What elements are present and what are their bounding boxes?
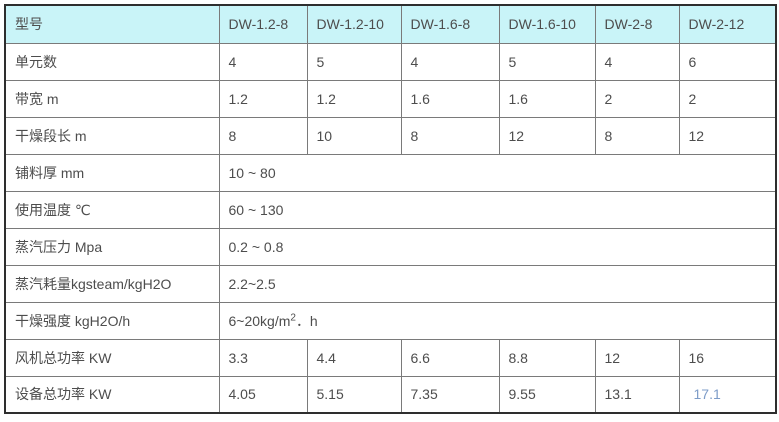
value-cell: 7.35 — [400, 375, 500, 414]
value-cell: 6.6 — [400, 338, 500, 377]
row-label: 设备总功率 KW — [4, 375, 220, 414]
table-row-unit-count: 单元数 4 5 4 5 4 6 — [4, 42, 777, 81]
header-model-cell: DW-1.2-10 — [306, 4, 402, 44]
value-cell: 8 — [218, 116, 308, 155]
value-cell-highlighted: 17.1 — [678, 375, 777, 414]
value-cell: 16 — [678, 338, 777, 377]
value-cell: 1.6 — [400, 79, 500, 118]
value-cell: 3.3 — [218, 338, 308, 377]
value-cell: 5 — [498, 42, 596, 81]
value-cell: 8 — [400, 116, 500, 155]
dryer-spec-table: 型号 DW-1.2-8 DW-1.2-10 DW-1.6-8 DW-1.6-10… — [4, 4, 777, 414]
drying-intensity-prefix: 6~20kg/m — [228, 312, 291, 329]
row-label: 单元数 — [4, 42, 220, 81]
value-cell: 8 — [594, 116, 680, 155]
table-row-steam-pressure: 蒸汽压力 Mpa 0.2 ~ 0.8 — [4, 227, 777, 266]
value-cell: 13.1 — [594, 375, 680, 414]
value-cell: 1.6 — [498, 79, 596, 118]
header-model-cell: DW-1.6-10 — [498, 4, 596, 44]
header-model-cell: DW-2-12 — [678, 4, 777, 44]
table-row-fan-total-power: 风机总功率 KW 3.3 4.4 6.6 8.8 12 16 — [4, 338, 777, 377]
header-model-cell: DW-2-8 — [594, 4, 680, 44]
value-cell: 8.8 — [498, 338, 596, 377]
value-cell: 9.55 — [498, 375, 596, 414]
table-row-operating-temperature: 使用温度 ℃ 60 ~ 130 — [4, 190, 777, 229]
row-label: 风机总功率 KW — [4, 338, 220, 377]
span-value-cell: 0.2 ~ 0.8 — [218, 227, 777, 266]
drying-intensity-suffix: ．h — [295, 312, 318, 329]
table-row-steam-consumption: 蒸汽耗量kgsteam/kgH2O 2.2~2.5 — [4, 264, 777, 303]
table-row-drying-length: 干燥段长 m 8 10 8 12 8 12 — [4, 116, 777, 155]
value-cell: 10 — [306, 116, 402, 155]
row-label: 带宽 m — [4, 79, 220, 118]
value-cell: 4 — [400, 42, 500, 81]
value-cell: 1.2 — [306, 79, 402, 118]
value-cell: 4.4 — [306, 338, 402, 377]
row-label: 使用温度 ℃ — [4, 190, 220, 229]
header-model-cell: DW-1.2-8 — [218, 4, 308, 44]
span-value-cell: 2.2~2.5 — [218, 264, 777, 303]
value-cell: 5 — [306, 42, 402, 81]
table-row-belt-width: 带宽 m 1.2 1.2 1.6 1.6 2 2 — [4, 79, 777, 118]
value-cell: 12 — [498, 116, 596, 155]
value-cell: 1.2 — [218, 79, 308, 118]
value-cell: 6 — [678, 42, 777, 81]
row-label: 蒸汽压力 Mpa — [4, 227, 220, 266]
row-label: 干燥强度 kgH2O/h — [4, 301, 220, 340]
span-value-cell: 60 ~ 130 — [218, 190, 777, 229]
value-cell: 4.05 — [218, 375, 308, 414]
header-model-cell: DW-1.6-8 — [400, 4, 500, 44]
value-cell: 5.15 — [306, 375, 402, 414]
row-label: 蒸汽耗量kgsteam/kgH2O — [4, 264, 220, 303]
table-row-equipment-total-power: 设备总功率 KW 4.05 5.15 7.35 9.55 13.1 17.1 — [4, 375, 777, 414]
value-cell: 12 — [594, 338, 680, 377]
value-cell: 4 — [594, 42, 680, 81]
row-label: 干燥段长 m — [4, 116, 220, 155]
header-row: 型号 DW-1.2-8 DW-1.2-10 DW-1.6-8 DW-1.6-10… — [4, 4, 777, 44]
span-value-cell: 10 ~ 80 — [218, 153, 777, 192]
value-cell: 2 — [678, 79, 777, 118]
row-label: 铺料厚 mm — [4, 153, 220, 192]
table-row-material-thickness: 铺料厚 mm 10 ~ 80 — [4, 153, 777, 192]
superscript-2: 2 — [290, 311, 296, 323]
header-model-label: 型号 — [4, 4, 220, 44]
value-cell: 4 — [218, 42, 308, 81]
table-row-drying-intensity: 干燥强度 kgH2O/h 6~20kg/m2．h — [4, 301, 777, 340]
span-value-cell: 6~20kg/m2．h — [218, 301, 777, 340]
value-cell: 12 — [678, 116, 777, 155]
value-cell: 2 — [594, 79, 680, 118]
